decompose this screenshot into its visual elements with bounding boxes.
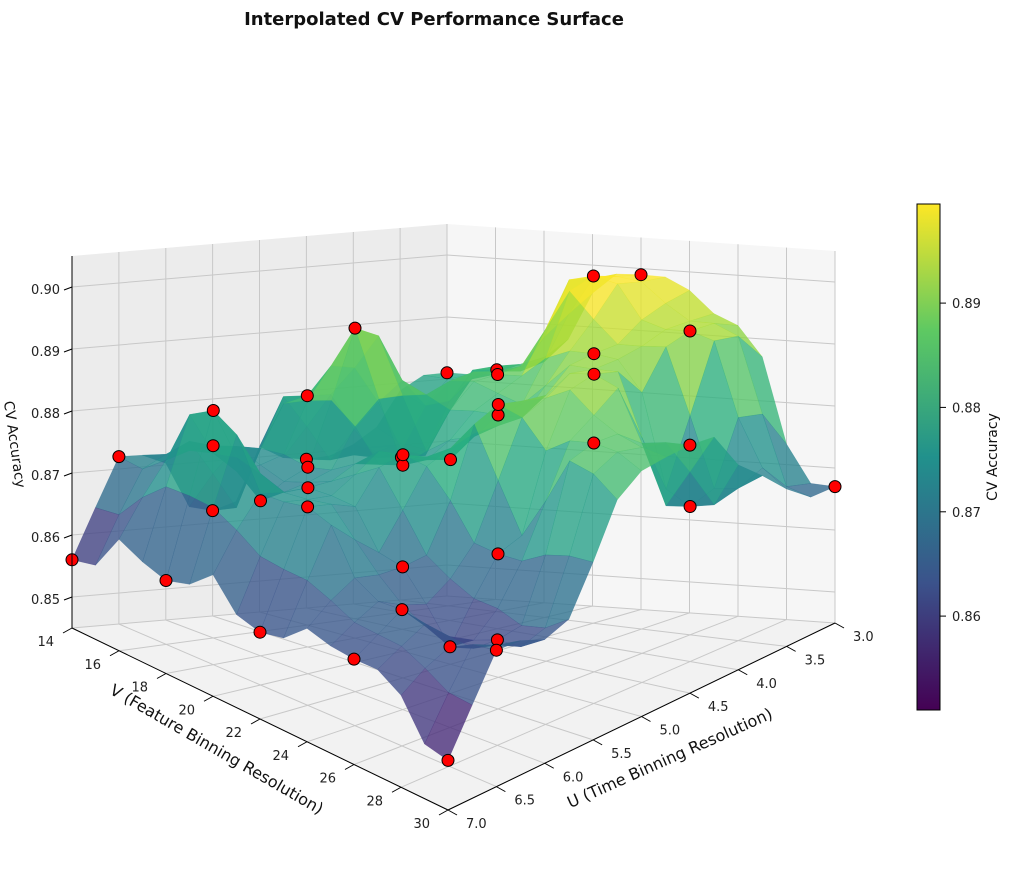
z-tick-label: 0.89 <box>31 345 60 360</box>
z-tick-mark <box>63 534 73 539</box>
sample-point <box>301 460 315 474</box>
u-tick-label: 5.5 <box>611 747 632 762</box>
surface <box>71 273 836 761</box>
z-tick-mark <box>63 472 73 477</box>
u-tick-mark <box>641 716 651 722</box>
v-tick-label: 22 <box>225 726 242 741</box>
z-tick-mark <box>63 348 73 353</box>
u-tick-mark <box>834 622 845 629</box>
u-tick-mark <box>738 669 748 676</box>
u-tick-mark <box>689 692 700 699</box>
sample-point <box>253 625 267 639</box>
sample-point <box>395 603 409 617</box>
v-tick-mark <box>344 764 355 770</box>
sample-point <box>300 389 314 403</box>
sample-point <box>683 500 697 513</box>
u-tick-mark <box>592 739 603 746</box>
sample-point <box>587 436 601 450</box>
colorbar-label: CV Accuracy <box>985 413 1001 501</box>
v-tick-mark <box>109 650 120 657</box>
v-tick-label: 20 <box>178 703 195 718</box>
v-tick-mark <box>297 741 308 748</box>
v-tick-label: 30 <box>413 817 430 832</box>
z-tick-mark <box>63 410 73 415</box>
v-tick-mark <box>438 809 449 816</box>
sample-point <box>491 547 505 561</box>
v-tick-mark <box>156 673 167 679</box>
grid-line-z <box>71 254 836 288</box>
sample-point <box>112 450 126 464</box>
u-tick-mark <box>447 809 458 816</box>
v-tick-mark <box>250 718 261 725</box>
z-tick-label: 0.86 <box>31 531 60 546</box>
colorbar-tick-label: 0.89 <box>952 297 981 312</box>
sample-point <box>206 439 220 453</box>
sample-point <box>828 480 842 494</box>
v-tick-mark <box>62 627 73 634</box>
v-tick-label: 24 <box>272 749 289 764</box>
colorbar-tick-label: 0.88 <box>952 401 981 416</box>
sample-point <box>444 453 457 467</box>
sample-point <box>206 504 220 518</box>
sample-point <box>159 574 173 587</box>
sample-point <box>440 366 454 380</box>
u-tick-label: 5.0 <box>660 724 681 739</box>
sample-point <box>634 268 648 282</box>
colorbar: 0.86 0.87 0.88 0.89 CV Accuracy <box>916 203 1001 711</box>
v-tick-mark <box>203 695 214 702</box>
grid-line-v <box>400 247 787 788</box>
sample-point <box>396 560 410 574</box>
sample-point <box>301 500 315 514</box>
u-tick-mark <box>786 645 796 652</box>
sample-point <box>396 448 410 462</box>
z-tick-mark <box>63 286 73 291</box>
sample-point <box>254 494 267 508</box>
u-tick-mark <box>496 786 506 793</box>
u-tick-label: 6.5 <box>514 794 535 809</box>
z-tick-label: 0.88 <box>31 407 60 422</box>
sample-point <box>683 324 697 338</box>
z-tick-label: 0.87 <box>31 469 60 484</box>
v-tick-label: 26 <box>319 772 336 787</box>
v-tick-label: 18 <box>131 681 148 696</box>
u-tick-label: 7.0 <box>466 817 487 832</box>
sample-point <box>441 753 455 767</box>
axes: 3.0 3.5 4.0 4.5 5.0 5.5 6.0 6.5 7.0 14 16 18 20 22 24 2… <box>31 256 874 832</box>
u-tick-label: 3.5 <box>805 653 826 668</box>
sample-point <box>206 404 220 417</box>
u-tick-label: 3.0 <box>853 630 874 645</box>
u-tick-label: 4.0 <box>756 677 777 692</box>
sample-point <box>301 481 315 495</box>
sample-point <box>491 398 505 411</box>
colorbar-tick-label: 0.86 <box>952 610 981 625</box>
z-axis-label: CV Accuracy <box>0 400 28 489</box>
z-tick-mark <box>63 596 73 601</box>
sample-point <box>683 438 697 452</box>
sample-point <box>443 640 457 654</box>
u-tick-label: 4.5 <box>708 700 729 715</box>
v-tick-label: 28 <box>366 794 383 809</box>
colorbar-ticks: 0.86 0.87 0.88 0.89 <box>940 297 981 625</box>
v-tick-label: 14 <box>37 635 54 650</box>
sample-point <box>489 643 503 657</box>
z-tick-label: 0.85 <box>31 593 60 608</box>
v-tick-mark <box>391 786 402 793</box>
chart-title: Interpolated CV Performance Surface <box>244 9 624 30</box>
colorbar-gradient <box>916 203 941 711</box>
sample-point <box>587 367 601 381</box>
sample-point <box>347 652 361 666</box>
v-tick-label: 16 <box>84 658 101 673</box>
colorbar-tick-label: 0.87 <box>952 506 981 521</box>
z-tick-label: 0.90 <box>31 283 60 298</box>
sample-point <box>586 269 600 283</box>
u-tick-label: 6.0 <box>563 770 584 785</box>
sample-point <box>348 321 362 335</box>
u-tick-mark <box>544 762 554 769</box>
sample-point <box>491 368 505 381</box>
sample-point <box>587 347 601 361</box>
